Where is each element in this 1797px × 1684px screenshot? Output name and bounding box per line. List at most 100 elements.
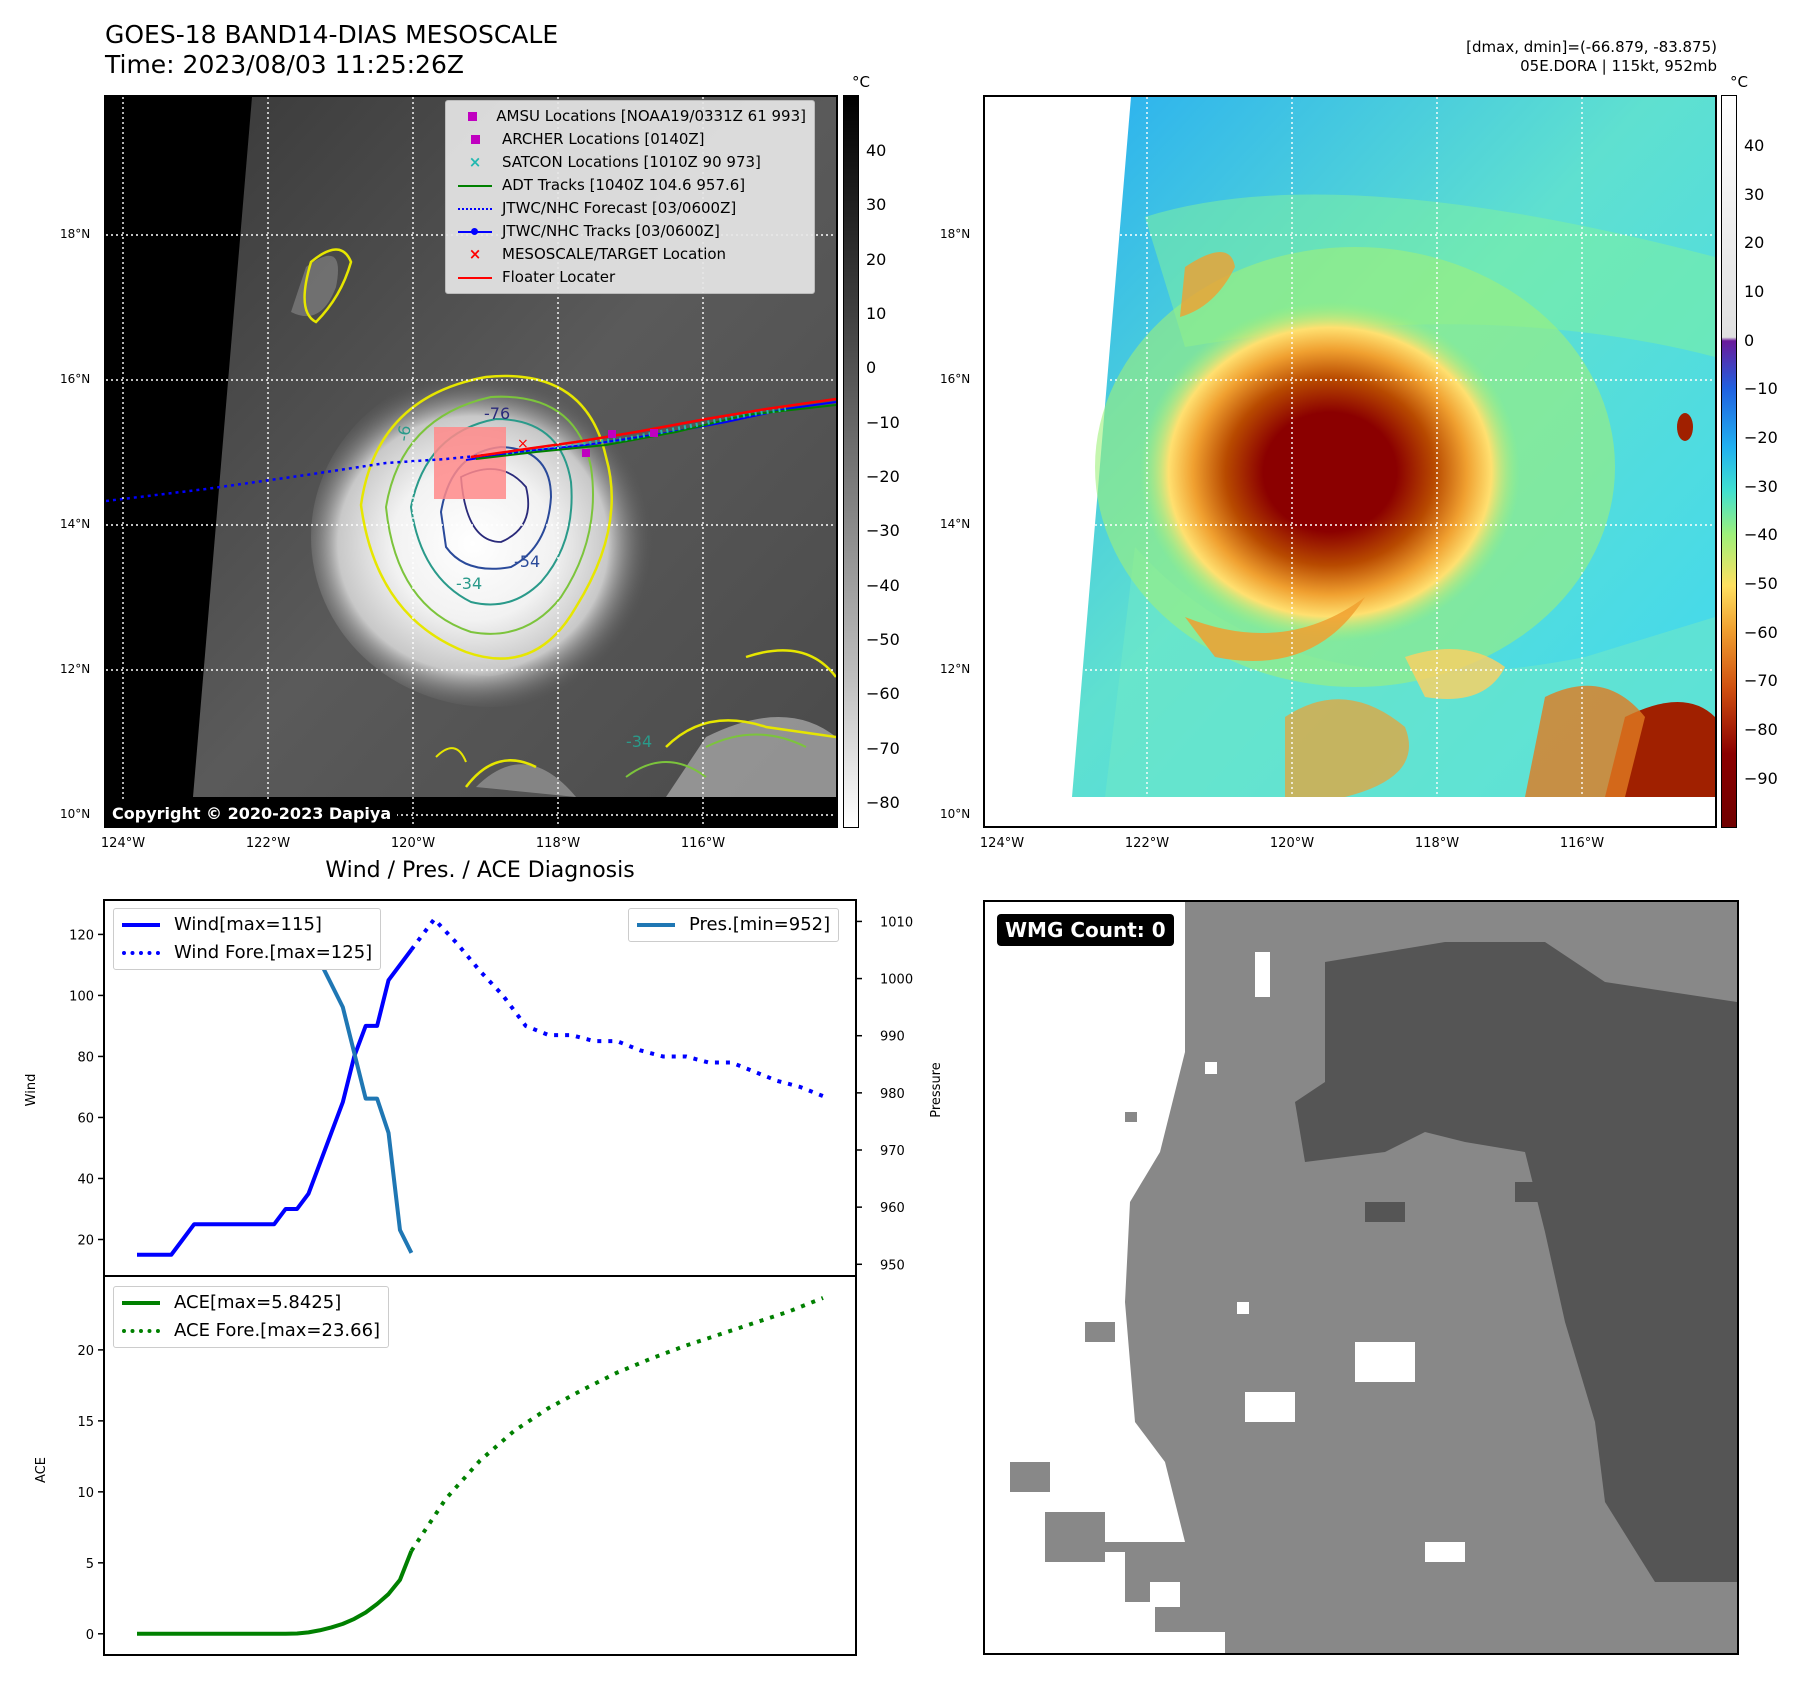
legend-ace-fore: ACE Fore.[max=23.66] <box>122 1317 380 1345</box>
legend-wind-fore-label: Wind Fore.[max=125] <box>174 942 373 963</box>
floater-locater-line <box>470 397 836 459</box>
jtwc-forecast-line <box>106 451 507 503</box>
color-gridlines <box>985 97 1715 826</box>
dotted-line-icon <box>456 197 494 220</box>
lon-label: 118°W <box>535 836 581 851</box>
pressure-tick-label: 950 <box>880 1258 905 1273</box>
ace-tick-label: 0 <box>86 1628 94 1643</box>
legend-label-jtwc-forecast: JTWC/NHC Forecast [03/0600Z] <box>502 199 737 217</box>
colorbar-tick: −60 <box>1744 623 1778 642</box>
wind-tick-label: 120 <box>69 928 94 943</box>
lon-label: 116°W <box>1559 836 1605 851</box>
copyright-badge: Copyright © 2020-2023 Dapiya <box>106 801 398 826</box>
legend-item-amsu: AMSU Locations [NOAA19/0331Z 61 993] <box>456 105 806 128</box>
wmg-panel: WMG Count: 0 <box>983 900 1739 1655</box>
legend-ace-label: ACE[max=5.8425] <box>174 1292 342 1313</box>
lon-label: 122°W <box>245 836 291 851</box>
target-marker: × <box>517 436 529 452</box>
lon-label: 116°W <box>680 836 726 851</box>
wmg-mask-image <box>1010 902 1737 1653</box>
colorbar-left <box>843 95 859 828</box>
ace-axis-label: ACE <box>34 1457 49 1483</box>
colorbar-tick: −30 <box>1744 477 1778 496</box>
colorbar-tick: 0 <box>1744 331 1755 350</box>
solid-line-icon <box>456 174 494 197</box>
pressure-tick-label: 960 <box>880 1201 905 1216</box>
dotted-line-icon <box>122 951 160 955</box>
wind-tick-label: 20 <box>77 1233 94 1248</box>
colorbar-tick: −20 <box>1744 428 1778 447</box>
map-legend: AMSU Locations [NOAA19/0331Z 61 993] ARC… <box>445 100 815 294</box>
storm-name-text: 05E.DORA | 115kt, 952mb <box>1520 57 1717 75</box>
title-line-1: GOES-18 BAND14-DIAS MESOSCALE <box>105 20 559 49</box>
legend-label-amsu: AMSU Locations [NOAA19/0331Z 61 993] <box>496 107 806 125</box>
pressure-tick-label: 980 <box>880 1087 905 1102</box>
colorbar-tick: −50 <box>866 630 900 649</box>
amsu-marker <box>582 449 590 457</box>
colorbar-right-unit: °C <box>1730 73 1748 91</box>
x-marker-icon: × <box>468 245 482 263</box>
legend-item-archer: ARCHER Locations [0140Z] <box>456 128 806 151</box>
ace-tick-label: 5 <box>86 1557 94 1572</box>
colorbar-tick: 20 <box>1744 233 1765 252</box>
lon-label: 120°W <box>1269 836 1315 851</box>
pressure-tick-label: 970 <box>880 1144 905 1159</box>
legend-item-adt: ADT Tracks [1040Z 104.6 957.6] <box>456 174 806 197</box>
colorbar-tick: −40 <box>1744 525 1778 544</box>
dotted-line-icon <box>122 1329 160 1333</box>
ace-legend: ACE[max=5.8425] ACE Fore.[max=23.66] <box>113 1286 390 1348</box>
pressure-legend: Pres.[min=952] <box>628 908 840 942</box>
wind-tick-label: 40 <box>77 1172 94 1187</box>
storm-info: [dmax, dmin]=(-66.879, -83.875) 05E.DORA… <box>1217 38 1717 76</box>
colorbar-tick: −50 <box>1744 574 1778 593</box>
legend-ace: ACE[max=5.8425] <box>122 1289 380 1317</box>
colorbar-tick: −30 <box>866 521 900 540</box>
contour-label-54: -54 <box>514 552 540 571</box>
ace-tick-label: 20 <box>77 1344 94 1359</box>
colorbar-tick: −40 <box>866 576 900 595</box>
color-ir-panel <box>983 95 1717 828</box>
wind-tick-label: 80 <box>77 1050 94 1065</box>
solid-line-icon <box>637 923 675 927</box>
wind-legend: Wind[max=115] Wind Fore.[max=125] <box>113 908 382 970</box>
wind-series-line <box>137 948 414 1257</box>
colorbar-tick: −90 <box>1744 769 1778 788</box>
ace-tick-label: 10 <box>77 1486 94 1501</box>
lat-label: 12°N <box>940 662 971 676</box>
colorbar-tick: −10 <box>866 413 900 432</box>
title-line-2: Time: 2023/08/03 11:25:26Z <box>105 50 464 79</box>
colorbar-tick: −60 <box>866 684 900 703</box>
figure-title: GOES-18 BAND14-DIAS MESOSCALE Time: 2023… <box>105 20 558 80</box>
colorbar-tick: −70 <box>1744 671 1778 690</box>
legend-label-satcon: SATCON Locations [1010Z 90 973] <box>502 153 761 171</box>
x-marker-icon: × <box>468 153 482 171</box>
pressure-tick-label: 1010 <box>880 915 913 930</box>
lat-label: 18°N <box>60 227 91 241</box>
lat-label: 18°N <box>940 227 971 241</box>
contour-label-34-south: -34 <box>626 732 652 751</box>
pressure-tick-label: 1000 <box>880 973 913 988</box>
solid-line-icon <box>122 923 160 927</box>
diagnosis-frame <box>103 899 857 1656</box>
square-marker-icon <box>456 105 488 128</box>
archer-marker-2 <box>650 429 658 437</box>
legend-label-mesoscale-target: MESOSCALE/TARGET Location <box>502 245 727 263</box>
legend-label-adt: ADT Tracks [1040Z 104.6 957.6] <box>502 176 746 194</box>
solid-line-icon <box>122 1301 160 1305</box>
legend-item-floater: Floater Locater <box>456 266 806 289</box>
ace-forecast-series-line <box>409 1296 824 1553</box>
contour-label-6: -6 <box>393 424 414 443</box>
contour-label-34: -34 <box>456 574 482 593</box>
legend-wind-label: Wind[max=115] <box>174 914 322 935</box>
legend-item-satcon: × SATCON Locations [1010Z 90 973] <box>456 151 806 174</box>
colorbar-tick: 20 <box>866 250 887 269</box>
legend-label-floater: Floater Locater <box>502 268 616 286</box>
legend-item-jtwc-forecast: JTWC/NHC Forecast [03/0600Z] <box>456 197 806 220</box>
colorbar-tick: −80 <box>1744 720 1778 739</box>
contour-label-76: -76 <box>484 404 510 423</box>
pressure-tick-label: 990 <box>880 1030 905 1045</box>
ace-axis: 20 15 10 5 0 <box>77 1344 104 1643</box>
ace-series-line <box>137 1550 414 1636</box>
wind-axis-label: Wind <box>24 1074 39 1107</box>
